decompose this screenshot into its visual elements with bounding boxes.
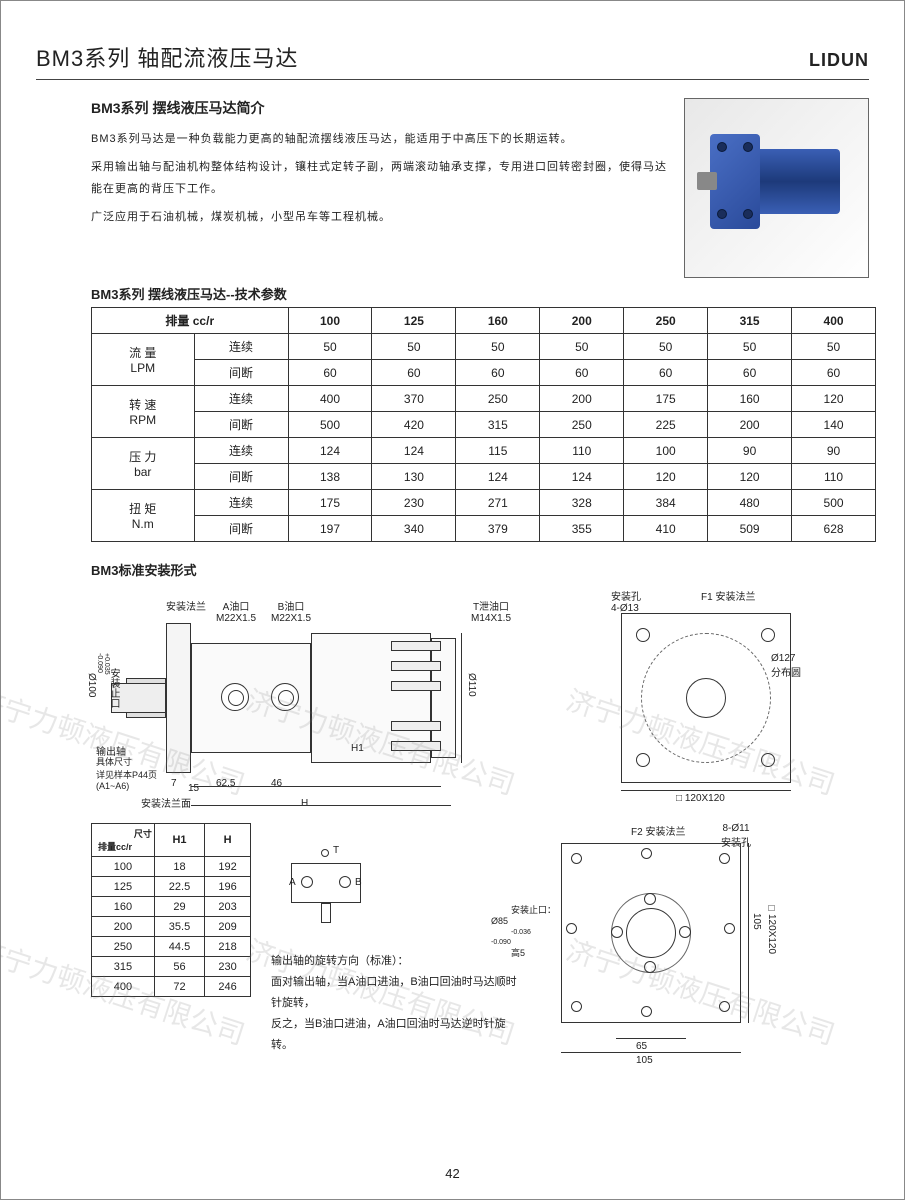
table-row: 25044.5218 [92, 937, 251, 957]
front-view-f2: F2 安装法兰 8-Ø11 安装孔 安装止口： Ø85 -0.036 -0.09… [541, 823, 771, 1063]
intro-para-1: BM3系列马达是一种负载能力更高的轴配流摆线液压马达，能适用于中高压下的长期运转… [91, 128, 672, 150]
dim-table: 尺寸 排量cc/r H1 H 1001819212522.51961602920… [91, 823, 251, 997]
table-row: 16029203 [92, 897, 251, 917]
intro-heading: BM3系列 摆线液压马达简介 [91, 98, 672, 118]
product-photo [684, 98, 869, 278]
intro-text-block: BM3系列 摆线液压马达简介 BM3系列马达是一种负载能力更高的轴配流摆线液压马… [91, 98, 672, 278]
mounting-title: BM3标准安装形式 [91, 560, 869, 579]
table-row: 压 力bar连续1241241151101009090 [92, 438, 876, 464]
spec-table: 排量 cc/r 100 125 160 200 250 315 400 流 量L… [91, 307, 876, 542]
table-row: 20035.5209 [92, 917, 251, 937]
spec-table-caption: BM3系列 摆线液压马达--技术参数 [91, 284, 869, 303]
dim-table-wrap: 尺寸 排量cc/r H1 H 1001819212522.51961602920… [91, 823, 251, 1063]
page-number: 42 [1, 1166, 904, 1181]
table-row: 间断197340379355410509628 [92, 516, 876, 542]
table-row: 排量 cc/r 100 125 160 200 250 315 400 [92, 308, 876, 334]
col-header-disp: 排量 cc/r [92, 308, 289, 334]
table-row: 40072246 [92, 977, 251, 997]
table-row: 转 速RPM连续400370250200175160120 [92, 386, 876, 412]
port-and-rotation: A B T 输出轴的旋转方向（标准）： 面对输出轴，当A油口进油，B油口回油时马… [271, 823, 521, 1063]
table-row: 31556230 [92, 957, 251, 977]
table-row: 间断138130124124120120110 [92, 464, 876, 490]
table-row: 流 量LPM连续50505050505050 [92, 334, 876, 360]
table-row: 10018192 [92, 857, 251, 877]
port-schema: A B T [271, 843, 391, 933]
table-row: 间断60606060606060 [92, 360, 876, 386]
intro-para-3: 广泛应用于石油机械，煤炭机械，小型吊车等工程机械。 [91, 206, 672, 228]
table-row: 12522.5196 [92, 877, 251, 897]
rotation-text: 输出轴的旋转方向（标准）： 面对输出轴，当A油口进油，B油口回油时马达顺时针旋转… [271, 951, 521, 1055]
front-view-f1: 安装孔 4-Ø13 F1 安装法兰 Ø127 分布圆 □ 120X120 [591, 583, 841, 813]
page-title: BM3系列 轴配流液压马达 [36, 41, 298, 73]
side-view-drawing: 安装法兰 A油口 M22X1.5 B油口 M22X1.5 T泄油口 M14X1.… [91, 583, 561, 813]
intro-para-2: 采用输出轴与配油机构整体结构设计，镶柱式定转子副，两端滚动轴承支撑，专用进口回转… [91, 156, 672, 200]
brand-label: LIDUN [809, 50, 869, 71]
page-header: BM3系列 轴配流液压马达 LIDUN [36, 41, 869, 80]
table-row: 扭 矩N.m连续175230271328384480500 [92, 490, 876, 516]
intro-section: BM3系列 摆线液压马达简介 BM3系列马达是一种负载能力更高的轴配流摆线液压马… [91, 98, 869, 278]
table-row: 间断500420315250225200140 [92, 412, 876, 438]
diagram-section: BM3标准安装形式 安装法兰 A油口 M22X1.5 B油口 M22X1.5 T… [91, 560, 869, 1063]
